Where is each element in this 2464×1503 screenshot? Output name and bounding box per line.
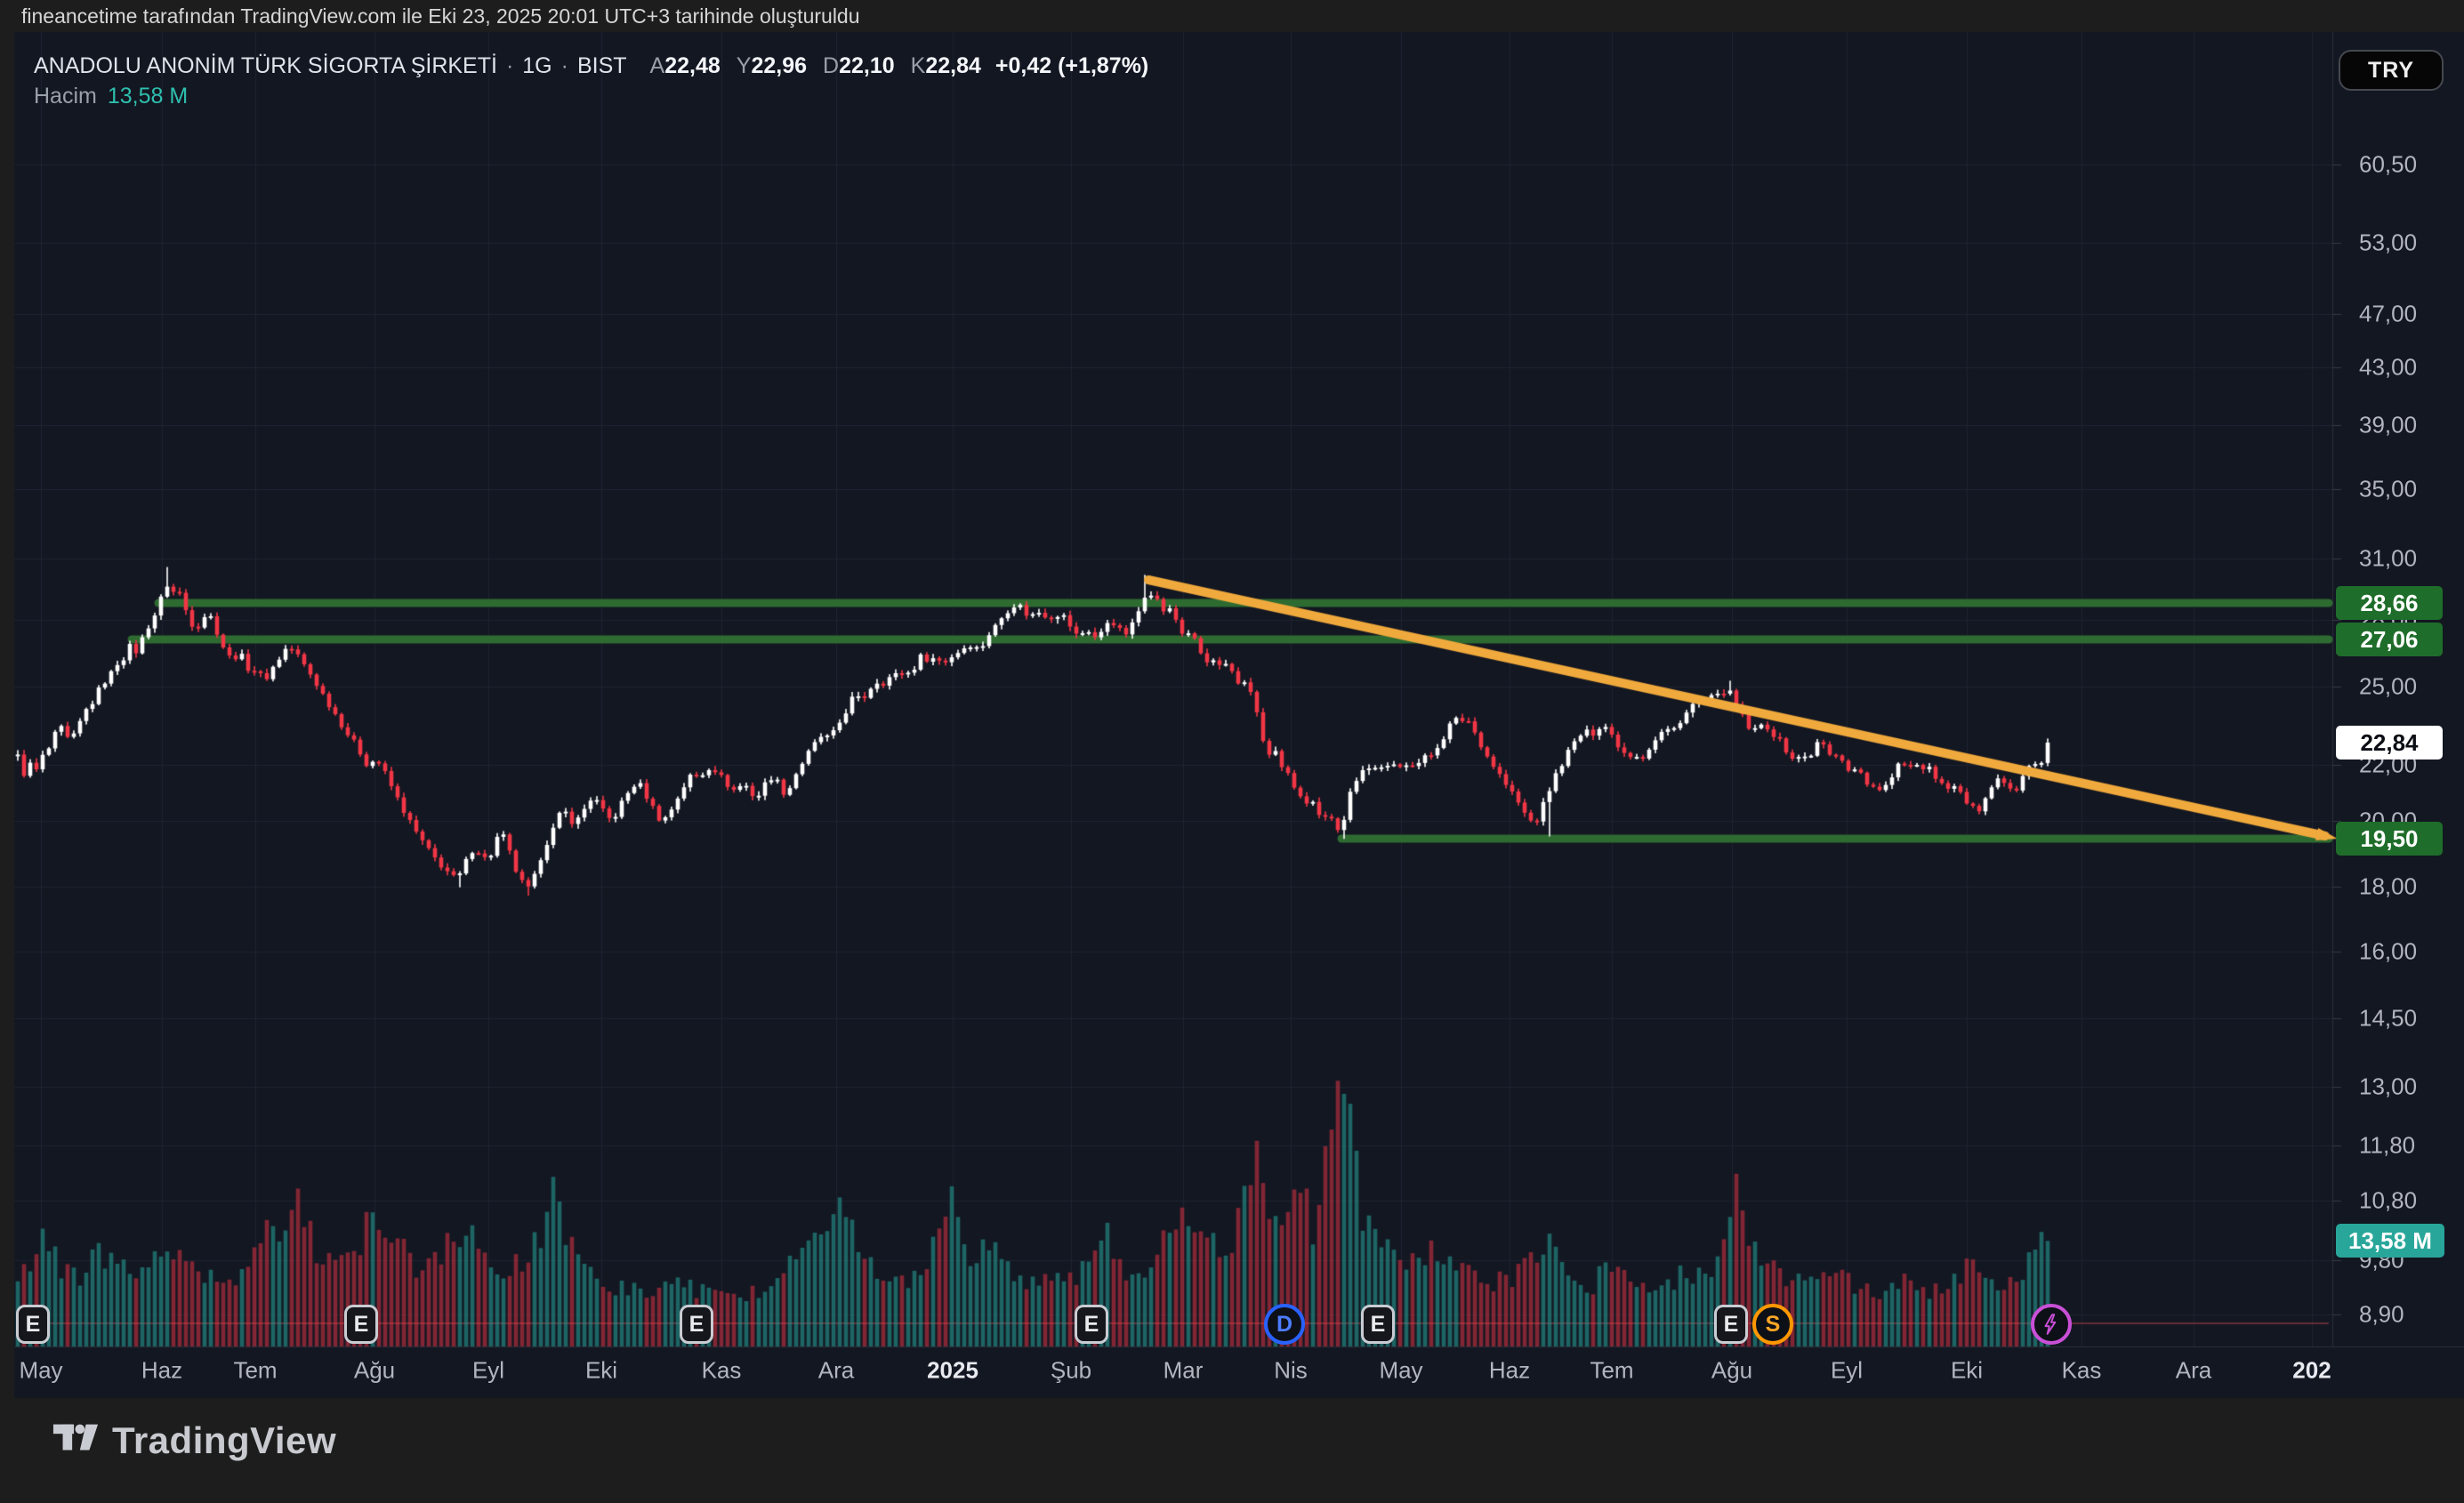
ohlc-value: 22,96 <box>751 53 808 78</box>
bottom-bar: TradingView <box>0 1398 2464 1503</box>
ohlc-label: Y <box>736 53 752 78</box>
time-axis-label: Eki <box>584 1356 618 1384</box>
legend-separator: · <box>505 53 514 78</box>
time-axis-label: Haz <box>141 1356 183 1384</box>
attribution-text: fineancetime tarafından TradingView.com … <box>21 4 860 28</box>
ohlc-value: 22,10 <box>839 53 895 78</box>
split-marker[interactable]: S <box>1752 1304 1793 1345</box>
attribution-bar: fineancetime tarafından TradingView.com … <box>0 0 2464 32</box>
tradingview-logo-text: TradingView <box>112 1419 337 1461</box>
price-tick-label: 14,50 <box>2359 1004 2418 1032</box>
ohlc-item: D22,10 <box>823 53 895 79</box>
tradingview-logo-icon <box>52 1414 100 1467</box>
price-tick-label: 39,00 <box>2359 411 2418 438</box>
last-price-badge: 22,84 <box>2336 726 2443 760</box>
earnings-marker[interactable]: E <box>1714 1305 1748 1344</box>
price-tick-label: 18,00 <box>2359 872 2418 900</box>
price-tick-label: 10,80 <box>2359 1186 2418 1214</box>
time-axis-label: Eyl <box>1830 1356 1864 1384</box>
ohlc-values: A22,48 Y22,96 D22,10 K22,84 <box>650 53 981 79</box>
earnings-marker[interactable]: E <box>1075 1305 1108 1344</box>
volume-value: 13,58 M <box>107 84 189 109</box>
volume-label[interactable]: Hacim <box>34 84 97 109</box>
ohlc-label: K <box>910 53 926 78</box>
price-tick-label: 43,00 <box>2359 353 2418 381</box>
ohlc-value: 22,84 <box>925 53 981 78</box>
symbol-title[interactable]: ANADOLU ANONİM TÜRK SİGORTA ŞİRKETİ <box>34 53 497 78</box>
level-price-badge: 27,06 <box>2336 623 2443 656</box>
time-axis-label: Eki <box>1950 1356 1984 1384</box>
price-tick-label: 47,00 <box>2359 300 2418 327</box>
earnings-marker[interactable]: E <box>16 1305 50 1344</box>
tradingview-logo[interactable]: TradingView <box>52 1414 336 1467</box>
time-axis-label: 2025 <box>927 1356 978 1384</box>
legend-symbol-row: ANADOLU ANONİM TÜRK SİGORTA ŞİRKETİ · 1G… <box>34 53 1148 84</box>
time-axis-label: Eyl <box>471 1356 505 1384</box>
ohlc-item: A22,48 <box>650 53 721 79</box>
time-axis-label: Tem <box>233 1356 278 1384</box>
time-axis-label: Haz <box>1488 1356 1531 1384</box>
time-axis-label: Nis <box>1274 1356 1308 1384</box>
lightning-icon <box>2044 1314 2057 1335</box>
price-tick-label: 11,80 <box>2359 1131 2416 1159</box>
level-price-badge: 28,66 <box>2336 586 2443 620</box>
price-tick-label: 8,90 <box>2359 1300 2404 1328</box>
exchange-label: BIST <box>576 53 627 78</box>
ohlc-item: Y22,96 <box>737 53 807 79</box>
price-tick-label: 25,00 <box>2359 672 2418 700</box>
flash-idea-marker[interactable] <box>2031 1304 2072 1345</box>
time-axis-label: Kas <box>701 1356 742 1384</box>
ohlc-item: K22,84 <box>911 53 981 79</box>
time-axis-label: May <box>19 1356 63 1384</box>
time-axis-label: Ara <box>817 1356 855 1384</box>
time-axis-label: Şub <box>1050 1356 1092 1384</box>
ohlc-label: A <box>649 53 665 78</box>
change-value: +0,42 (+1,87%) <box>994 53 1149 78</box>
interval-label[interactable]: 1G <box>522 53 552 78</box>
time-axis-label: Kas <box>2061 1356 2102 1384</box>
legend-volume-row: Hacim 13,58 M <box>34 84 1148 114</box>
legend-separator: · <box>560 53 568 78</box>
earnings-marker[interactable]: E <box>344 1305 378 1344</box>
price-tick-label: 60,50 <box>2359 150 2418 178</box>
time-axis-label: Mar <box>1163 1356 1204 1384</box>
ohlc-label: D <box>823 53 840 78</box>
currency-toggle-button[interactable]: TRY <box>2339 50 2444 91</box>
time-axis-label: Ağu <box>1711 1356 1753 1384</box>
chart-legend: ANADOLU ANONİM TÜRK SİGORTA ŞİRKETİ · 1G… <box>34 53 1148 114</box>
ohlc-value: 22,48 <box>664 53 721 78</box>
time-axis-label: Tem <box>1590 1356 1634 1384</box>
price-tick-label: 13,00 <box>2359 1073 2418 1100</box>
time-axis-label: Ağu <box>353 1356 396 1384</box>
level-price-badge: 19,50 <box>2336 822 2443 856</box>
price-tick-label: 35,00 <box>2359 475 2418 502</box>
earnings-marker[interactable]: E <box>680 1305 713 1344</box>
time-axis-label: May <box>1379 1356 1423 1384</box>
volume-badge: 13,58 M <box>2336 1224 2444 1258</box>
time-axis-label: Ara <box>2175 1356 2212 1384</box>
price-tick-label: 31,00 <box>2359 544 2418 572</box>
time-axis-label: 202 <box>2292 1356 2331 1384</box>
earnings-marker[interactable]: E <box>1361 1305 1395 1344</box>
price-tick-label: 16,00 <box>2359 937 2418 965</box>
price-tick-label: 53,00 <box>2359 229 2418 256</box>
dividend-marker[interactable]: D <box>1264 1304 1305 1345</box>
